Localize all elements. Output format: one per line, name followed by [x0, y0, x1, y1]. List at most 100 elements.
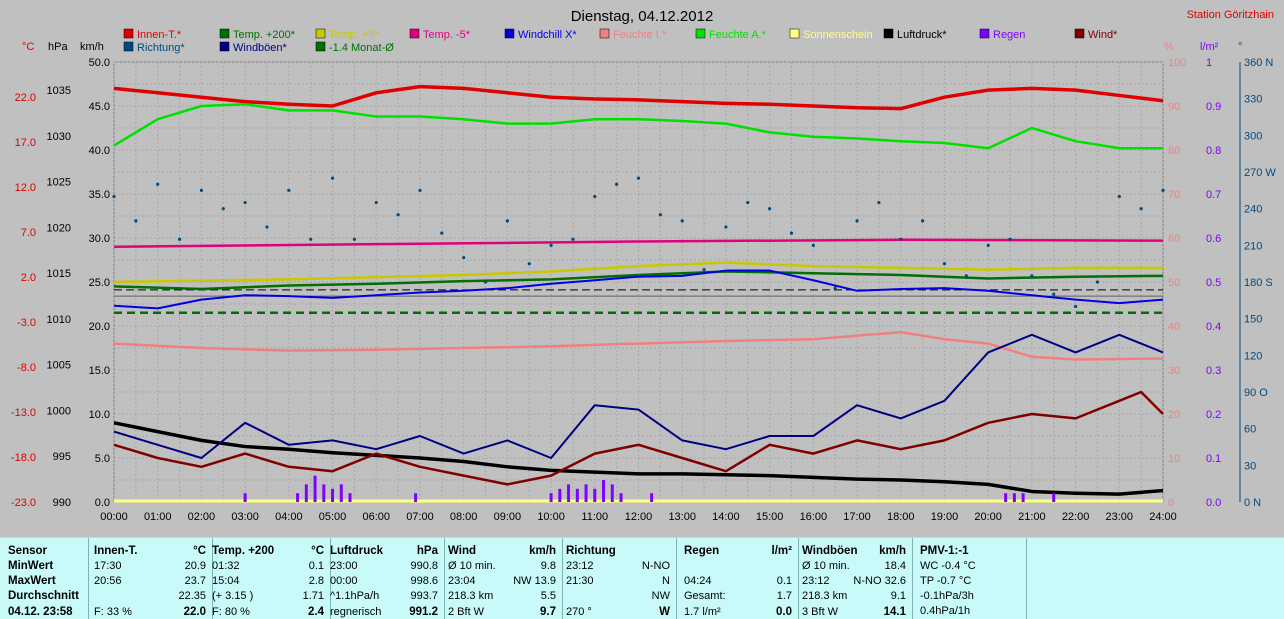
direction-point [964, 274, 968, 278]
rain-bar [575, 488, 579, 502]
legend-swatch [315, 28, 326, 39]
dir-tick-label: 0 N [1244, 497, 1261, 509]
dir-tick-label: 90 O [1244, 387, 1268, 399]
legend-swatch [409, 28, 420, 39]
stats-temp-cur-v: 2.4 [308, 606, 324, 618]
wind-tick-label: 30.0 [89, 233, 110, 245]
direction-point [549, 243, 553, 247]
legend-swatch [504, 28, 515, 39]
stats-wind-cur-v: 9.7 [540, 606, 556, 618]
rain-tick-label: 0.4 [1206, 321, 1221, 333]
temp-tick-label: -8.0 [17, 362, 36, 374]
hum-tick-label: 90 [1168, 101, 1180, 113]
direction-point [877, 200, 881, 205]
stats-header: Sensor [8, 545, 47, 557]
direction-point [833, 286, 837, 290]
direction-point [483, 280, 488, 284]
stats-temp-cur-l: F: 80 % [212, 606, 250, 618]
legend-label: -1.4 Monat-Ø [329, 42, 394, 54]
press-tick-label: 1025 [47, 177, 71, 189]
wind-tick-label: 25.0 [89, 277, 110, 289]
legend-swatch [599, 28, 610, 39]
direction-point [112, 194, 116, 199]
dir-tick-label: 240 [1244, 204, 1262, 216]
stats-druck-title: Luftdruck [330, 545, 384, 557]
stats-wind-min-v: 9.8 [540, 560, 556, 572]
x-tick-label: 11:00 [581, 511, 608, 523]
stats-boeen-avg-t: 218.3 km [802, 590, 848, 602]
stats-regen-cur-l: 1.7 l/m² [684, 606, 721, 618]
wind-tick-label: 50.0 [89, 57, 110, 69]
legend-label: Windchill X* [518, 29, 577, 41]
stats-max-label: MaxWert [8, 575, 56, 587]
rain-bar [593, 488, 597, 502]
stats-regen-avg-v: 1.7 [776, 590, 792, 602]
temp-tick-label: 7.0 [21, 227, 36, 239]
hum-tick-label: 50 [1168, 277, 1180, 289]
direction-point [199, 188, 204, 192]
x-tick-label: 12:00 [625, 511, 653, 523]
stats-wind-max-t: 23:04 [448, 575, 476, 587]
stats-temp-unit: °C [311, 545, 324, 557]
stats-col-boeen: Windböen km/h Ø 10 min. 18.4 23:12 N-NO 32.6 2… [802, 540, 906, 619]
stats-boeen-avg-v: 9.1 [890, 590, 906, 602]
hum-tick-label: 10 [1168, 453, 1180, 465]
rain-bar [348, 493, 352, 502]
x-tick-label: 14:00 [712, 511, 740, 523]
dir-tick-label: 330 [1244, 94, 1262, 106]
legend-label: Sonnenschein [803, 29, 873, 41]
rain-tick-label: 1 [1206, 57, 1212, 69]
station-name: Station Göritzhain [1187, 9, 1274, 21]
stats-richtung-max-t: 21:30 [566, 575, 594, 587]
direction-point [724, 225, 728, 229]
temp-tick-label: -13.0 [11, 407, 36, 419]
wind-tick-label: 0.0 [95, 497, 110, 509]
temp-tick-label: 22.0 [15, 92, 36, 104]
press-tick-label: 1020 [47, 222, 71, 234]
direction-point [243, 200, 247, 205]
legend-label: Feuchte I.* [613, 29, 667, 41]
direction-point [1030, 274, 1034, 278]
rain-bar [558, 488, 562, 502]
rain-bar [619, 493, 623, 502]
x-tick-label: 20:00 [974, 511, 1002, 523]
rain-tick-label: 0.9 [1206, 101, 1221, 113]
direction-point [374, 200, 378, 205]
rain-bar [304, 484, 308, 502]
stats-innen-cur-l: F: 33 % [94, 606, 132, 618]
rain-tick-label: 0.7 [1206, 189, 1221, 201]
stats-min-label: MinWert [8, 560, 54, 572]
press-tick-label: 1000 [47, 405, 71, 417]
series-line-temp-5 [113, 261, 1163, 284]
legend: Innen-T.* Temp. +200* Temp. +5* Temp. -5* Wi… [123, 28, 1118, 54]
stats-richtung-avg-v: NW [651, 590, 670, 602]
x-tick-label: 22:00 [1062, 511, 1090, 523]
legend-swatch [219, 28, 230, 39]
stats-wind-avg-t: 218.3 km [448, 590, 494, 602]
stats-temp-avg-t: (+ 3.15 ) [212, 590, 254, 602]
stats-col-regen: Regen l/m² 04:24 0.1 Gesamt: 1.7 1.7 l/m² 0.0 [684, 540, 792, 619]
direction-point [396, 213, 400, 217]
direction-point [221, 207, 225, 211]
direction-point [462, 255, 466, 260]
rain-bar [1021, 493, 1025, 502]
dir-tick-label: 360 N [1244, 57, 1273, 69]
stats-richtung-cur-l: 270 ° [566, 606, 592, 618]
direction-point [418, 188, 422, 192]
series-line-windchill-x [113, 269, 1164, 310]
direction-point [571, 237, 575, 241]
direction-point [287, 188, 291, 192]
stats-boeen-max-t: 23:12 [802, 575, 830, 587]
hum-tick-label: 80 [1168, 145, 1180, 157]
x-tick-label: 09:00 [494, 511, 522, 523]
stats-current-label: 04.12. 23:58 [8, 606, 73, 618]
stats-col-wind: Wind km/h Ø 10 min. 9.8 23:04 NW 13.9 218.3 km… [448, 540, 556, 619]
x-tick-label: 10:00 [537, 511, 565, 523]
dir-tick-label: 30 [1244, 460, 1256, 472]
direction-point [177, 237, 182, 241]
direction-point [1161, 188, 1165, 192]
stats-innen-min-t: 17:30 [94, 560, 122, 572]
rain-bar [322, 484, 326, 502]
stats-richtung-max-v: N [662, 575, 670, 587]
dir-tick-label: 60 [1244, 424, 1256, 436]
